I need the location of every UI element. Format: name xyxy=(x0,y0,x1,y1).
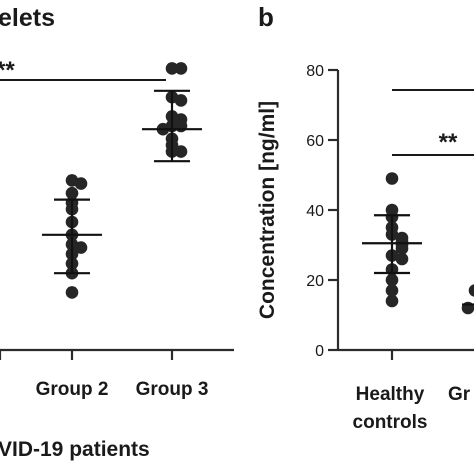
left-2-dot xyxy=(65,286,79,299)
left-2-dot xyxy=(74,177,88,190)
left-data-marks xyxy=(42,62,202,299)
left-3-dot xyxy=(174,62,188,75)
right-category-1-line2: controls xyxy=(353,412,428,433)
left-3-dot xyxy=(174,145,188,158)
right-data-marks xyxy=(362,172,474,315)
right-y-ticks: 0 20 40 60 80 xyxy=(306,63,338,360)
right-y-axis-label: Concentration [ng/ml] xyxy=(256,101,279,319)
right-y-tick-label: 20 xyxy=(306,273,324,290)
right-healthy-dot xyxy=(385,294,399,308)
right-group2-dot xyxy=(468,284,474,297)
right-y-tick-label: 0 xyxy=(315,343,324,360)
left-category-label: Group 2 xyxy=(36,379,109,400)
right-y-tick-label: 80 xyxy=(306,63,324,80)
right-healthy-dot xyxy=(385,273,399,287)
right-significance-label: ** xyxy=(439,129,458,156)
right-healthy-dot xyxy=(395,242,409,255)
left-panel: elets ** Group 2 Group 3 VID-19 patients xyxy=(0,4,234,461)
right-y-tick-label: 60 xyxy=(306,133,324,150)
right-healthy-dot xyxy=(385,172,399,185)
left-panel-title: elets xyxy=(0,4,55,32)
right-healthy-dot xyxy=(385,284,399,297)
right-category-1-line1: Healthy xyxy=(356,384,425,405)
left-2-dot xyxy=(65,186,79,200)
left-x-axis-label: VID-19 patients xyxy=(0,438,150,461)
left-2-dot xyxy=(74,241,88,254)
right-panel: b Concentration [ng/ml] 0 20 40 60 80 ** Hea… xyxy=(256,2,474,433)
left-category-labels: Group 2 Group 3 xyxy=(36,379,209,400)
left-3-dot xyxy=(165,62,179,75)
right-y-tick-label: 40 xyxy=(306,203,324,220)
right-category-2-label: Gr xyxy=(448,384,471,405)
left-x-ticks xyxy=(0,350,174,360)
left-category-label: Group 3 xyxy=(136,379,209,400)
left-3-dot xyxy=(174,119,188,133)
right-healthy-dot xyxy=(395,252,409,266)
left-3-dot xyxy=(174,94,188,107)
left-significance-label: ** xyxy=(0,57,15,84)
panel-b-letter: b xyxy=(258,2,274,32)
